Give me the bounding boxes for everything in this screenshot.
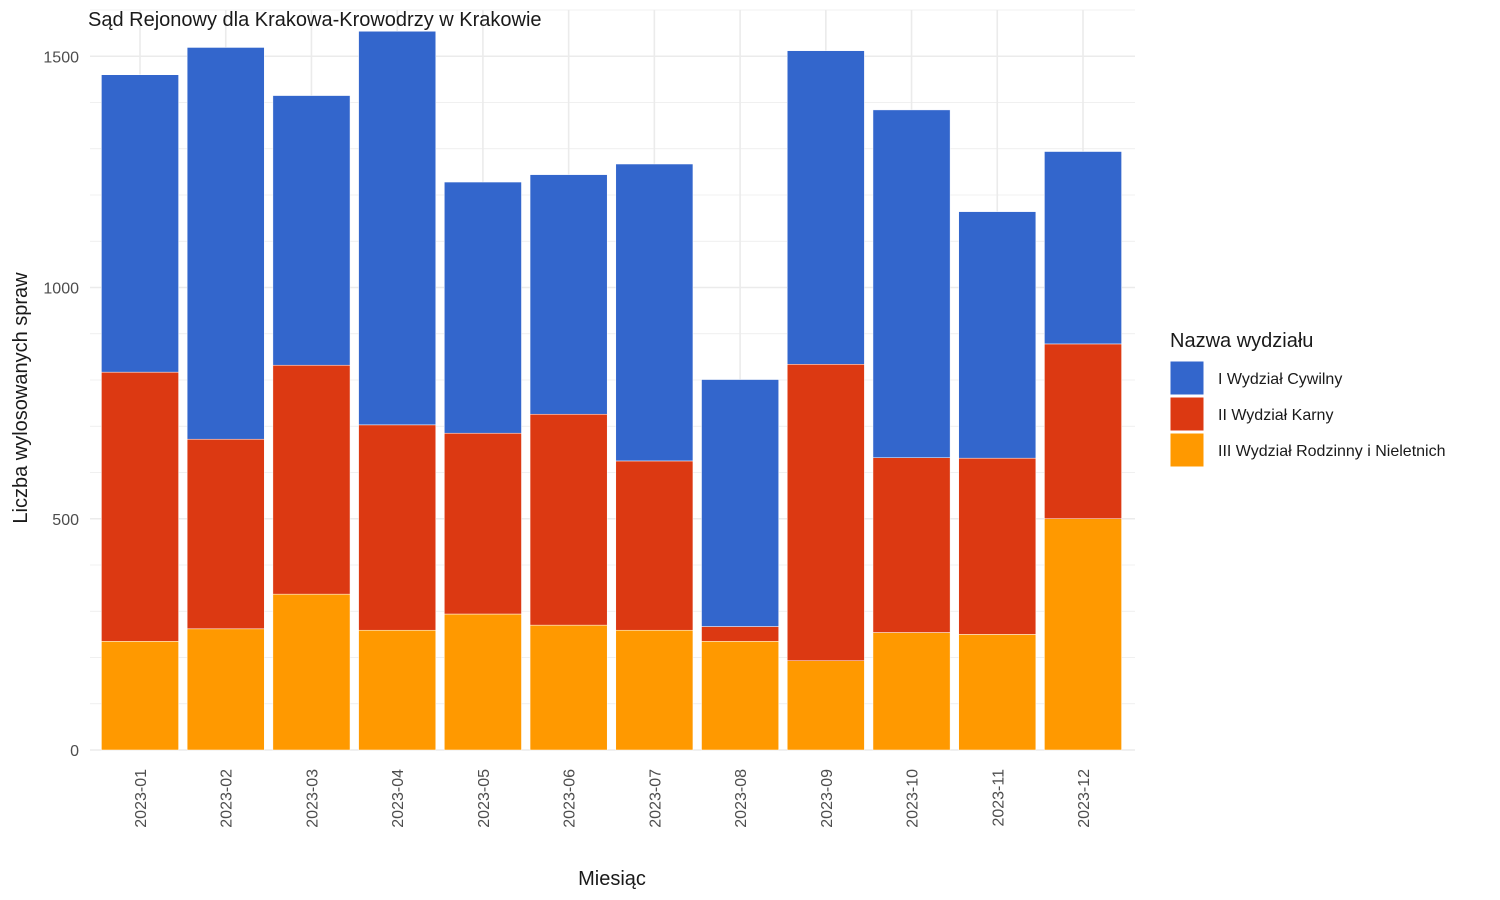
bar-segment-2023-07-s1 xyxy=(615,460,694,631)
legend-key xyxy=(1169,360,1205,396)
bar-segment-2023-07-s2 xyxy=(615,163,694,462)
bar-segment-2023-09-s1 xyxy=(786,364,865,661)
x-tick-label: 2023-07 xyxy=(647,769,664,828)
bar-segment-2023-08-s1 xyxy=(701,626,779,642)
legend-title: Nazwa wydziału xyxy=(1170,330,1313,352)
legend-label: II Wydział Karny xyxy=(1218,407,1333,424)
bar-segment-2023-05-s0 xyxy=(444,613,522,751)
legend-label: III Wydział Rodzinny i Nieletnich xyxy=(1218,443,1446,460)
x-tick-label: 2023-12 xyxy=(1076,769,1093,828)
x-tick-label: 2023-02 xyxy=(219,769,236,828)
legend-key xyxy=(1169,396,1205,432)
x-tick-label: 2023-10 xyxy=(905,769,922,828)
y-tick-label: 1000 xyxy=(43,281,79,298)
bar-segment-2023-10-s0 xyxy=(872,632,951,751)
bar-segment-2023-11-s2 xyxy=(958,211,1037,459)
bar-segment-2023-10-s1 xyxy=(872,457,951,633)
bar-segment-2023-04-s2 xyxy=(358,31,437,426)
bar-segment-2023-08-s2 xyxy=(701,379,779,627)
y-tick-labels: 0 500 1000 1500 xyxy=(43,49,79,760)
bars xyxy=(101,31,1122,751)
bar-segment-2023-06-s0 xyxy=(529,624,608,751)
y-tick-label: 0 xyxy=(70,743,79,760)
x-tick-label: 2023-09 xyxy=(819,769,836,828)
bar-segment-2023-02-s0 xyxy=(186,628,265,751)
bar-segment-2023-03-s2 xyxy=(272,95,351,366)
chart-title: Sąd Rejonowy dla Krakowa-Krowodrzy w Kra… xyxy=(88,9,542,31)
x-tick-label: 2023-03 xyxy=(304,769,321,828)
bar-segment-2023-12-s1 xyxy=(1044,343,1122,519)
bar-segment-2023-12-s2 xyxy=(1044,151,1122,345)
y-tick-label: 1500 xyxy=(43,49,79,66)
bar-segment-2023-04-s1 xyxy=(358,424,437,631)
x-tick-label: 2023-06 xyxy=(562,769,579,828)
bar-segment-2023-01-s1 xyxy=(101,371,179,642)
x-tick-label: 2023-04 xyxy=(390,769,407,828)
x-axis-title: Miesiąc xyxy=(578,868,646,890)
y-axis-title: Liczba wylosowanych spraw xyxy=(10,272,32,524)
bar-segment-2023-10-s2 xyxy=(872,109,951,458)
bar-segment-2023-02-s1 xyxy=(186,438,265,630)
bar-segment-2023-03-s1 xyxy=(272,364,351,595)
legend: Nazwa wydziału I Wydział Cywilny II Wydzi… xyxy=(1169,330,1446,468)
x-tick-label: 2023-01 xyxy=(133,769,150,828)
x-tick-label: 2023-08 xyxy=(733,769,750,828)
bar-segment-2023-12-s0 xyxy=(1044,518,1122,751)
bar-segment-2023-09-s2 xyxy=(786,50,865,365)
bar-segment-2023-11-s0 xyxy=(958,634,1037,751)
bar-segment-2023-06-s1 xyxy=(529,413,608,626)
bar-segment-2023-08-s0 xyxy=(701,641,779,751)
legend-label: I Wydział Cywilny xyxy=(1218,371,1342,388)
bar-segment-2023-05-s2 xyxy=(444,181,522,434)
bar-segment-2023-04-s0 xyxy=(358,629,437,751)
bar-segment-2023-07-s0 xyxy=(615,629,694,751)
bar-segment-2023-01-s2 xyxy=(101,74,179,373)
bar-segment-2023-03-s0 xyxy=(272,593,351,751)
bar-segment-2023-01-s0 xyxy=(101,641,179,751)
legend-key xyxy=(1169,432,1205,468)
x-tick-labels: 2023-01 2023-02 2023-03 2023-04 2023-05 2023-… xyxy=(133,769,1093,828)
bar-segment-2023-05-s1 xyxy=(444,432,522,615)
bar-segment-2023-11-s1 xyxy=(958,457,1037,635)
y-tick-label: 500 xyxy=(52,512,79,529)
x-tick-label: 2023-11 xyxy=(990,769,1007,827)
bar-segment-2023-09-s0 xyxy=(786,660,865,751)
bar-segment-2023-06-s2 xyxy=(529,174,608,415)
bar-segment-2023-02-s2 xyxy=(186,47,265,440)
x-tick-label: 2023-05 xyxy=(476,769,493,828)
